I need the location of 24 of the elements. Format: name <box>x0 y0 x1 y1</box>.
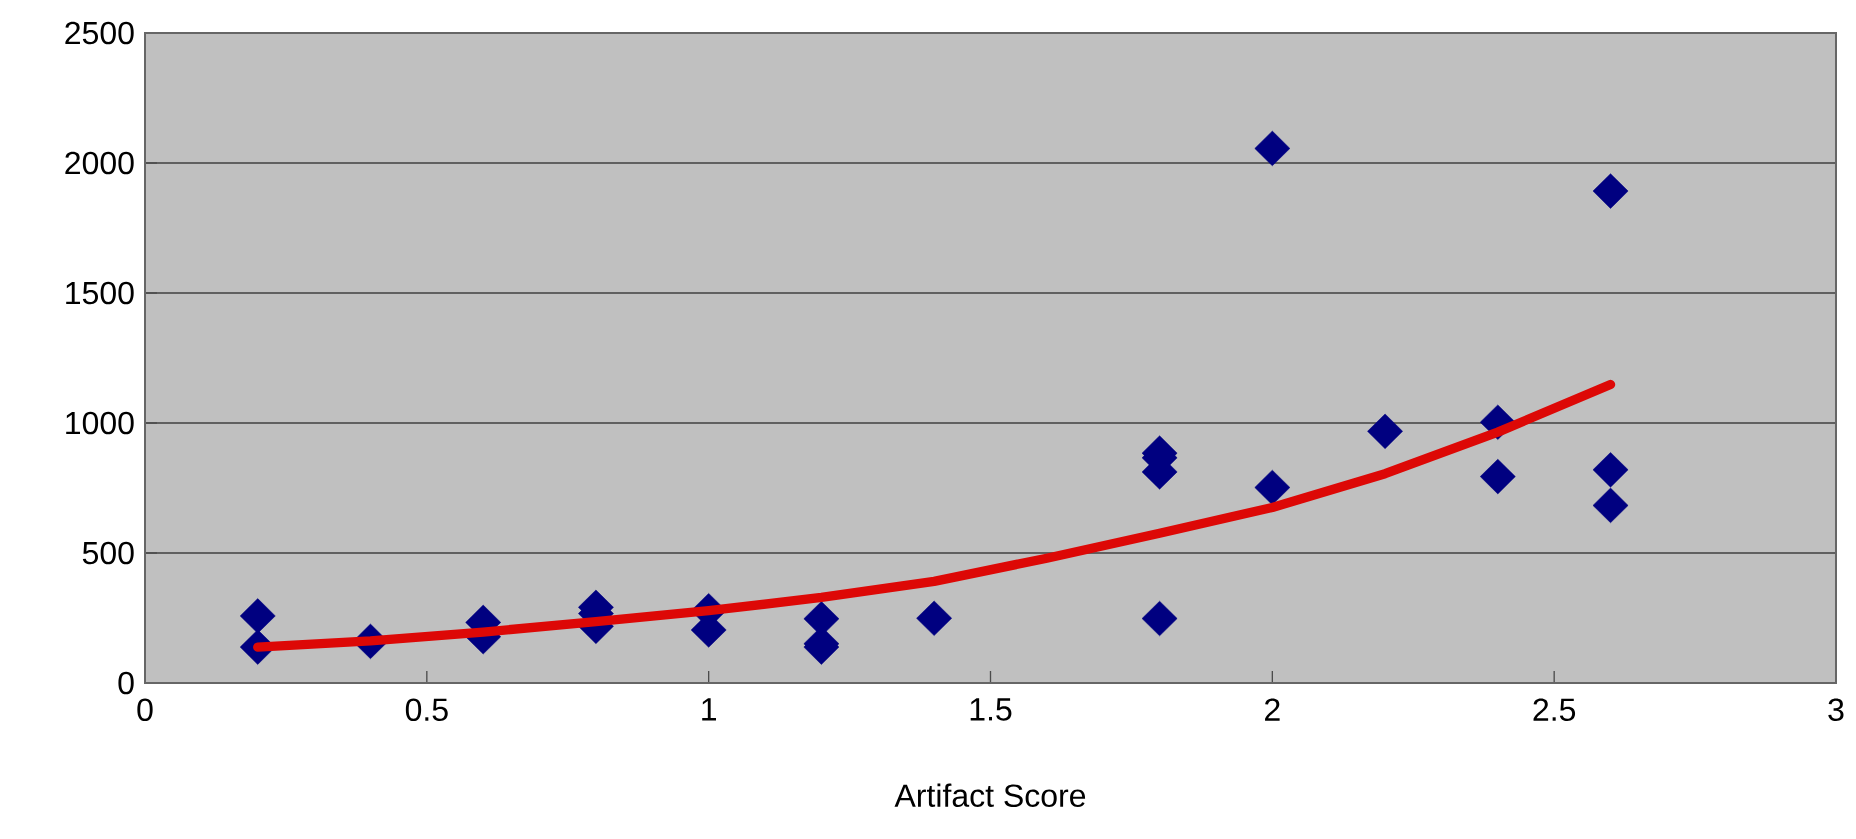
point <box>1254 469 1291 506</box>
point <box>1367 413 1403 449</box>
point <box>1141 600 1178 637</box>
y-tick-label: 1000 <box>66 411 134 435</box>
y-tick-label: 2500 <box>65 21 134 45</box>
x-tick-label: 1.5 <box>970 698 1012 721</box>
point <box>1592 173 1629 209</box>
x-tick-label: 0 <box>137 698 153 722</box>
point <box>239 598 276 634</box>
x-tick-label: 2 <box>1265 698 1280 721</box>
x-axis-title: Artifact Score <box>894 783 1086 808</box>
y-tick-label: 500 <box>82 541 134 565</box>
x-tick-label: 1 <box>702 698 716 721</box>
x-tick-label: 2.5 <box>1533 698 1576 722</box>
point <box>1479 458 1516 495</box>
point <box>1254 130 1291 167</box>
y-tick-label: 1500 <box>66 281 134 305</box>
y-tick-label: 2000 <box>65 151 134 175</box>
y-tick-label: 0 <box>118 671 134 695</box>
x-tick-label: 3 <box>1828 698 1844 722</box>
point <box>1592 487 1629 524</box>
point <box>916 600 952 636</box>
point <box>1592 452 1629 488</box>
x-tick-label: 0.5 <box>405 698 448 722</box>
